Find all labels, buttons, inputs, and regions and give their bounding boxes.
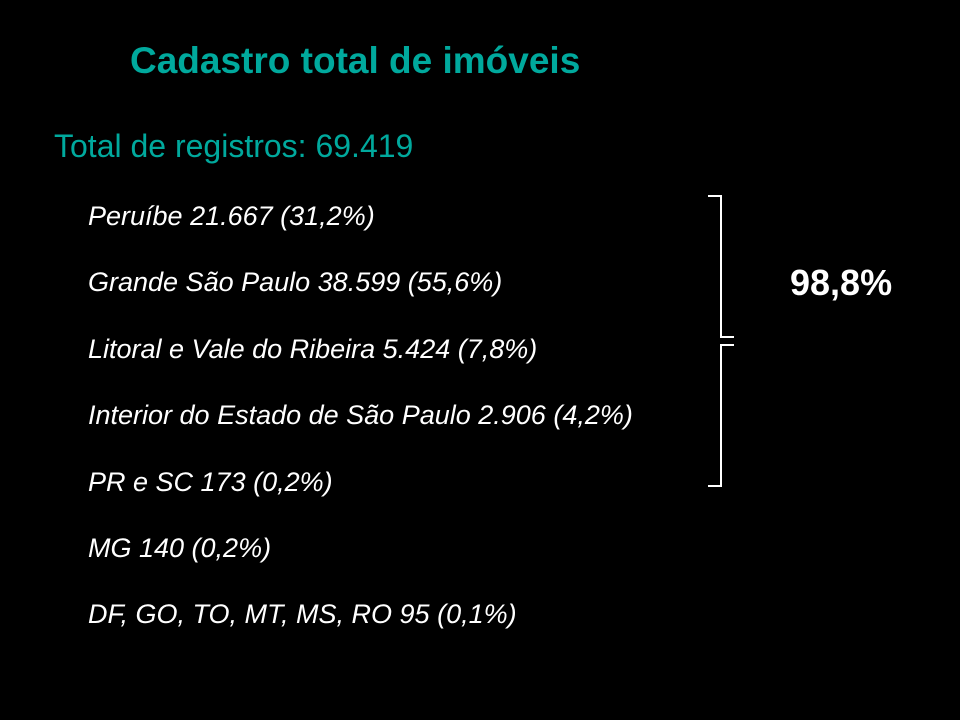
- list-item: Litoral e Vale do Ribeira 5.424 (7,8%): [88, 333, 698, 365]
- slide-subtitle: Total de registros: 69.419: [54, 128, 413, 165]
- list-item: Grande São Paulo 38.599 (55,6%): [88, 266, 698, 298]
- list-item: Interior do Estado de São Paulo 2.906 (4…: [88, 399, 698, 431]
- list-item: DF, GO, TO, MT, MS, RO 95 (0,1%): [88, 598, 698, 630]
- slide: Cadastro total de imóveis Total de regis…: [0, 0, 960, 720]
- highlight-percent: 98,8%: [790, 262, 892, 304]
- bracket-part: [720, 344, 734, 346]
- slide-title: Cadastro total de imóveis: [130, 40, 580, 82]
- bracket-part: [720, 336, 734, 338]
- item-list: Peruíbe 21.667 (31,2%) Grande São Paulo …: [88, 200, 698, 665]
- bracket-part: [708, 485, 722, 487]
- list-item: Peruíbe 21.667 (31,2%): [88, 200, 698, 232]
- bracket-part: [720, 196, 722, 336]
- list-item: MG 140 (0,2%): [88, 532, 698, 564]
- bracket-part: [720, 346, 722, 486]
- bracket-icon: [690, 196, 750, 486]
- list-item: PR e SC 173 (0,2%): [88, 466, 698, 498]
